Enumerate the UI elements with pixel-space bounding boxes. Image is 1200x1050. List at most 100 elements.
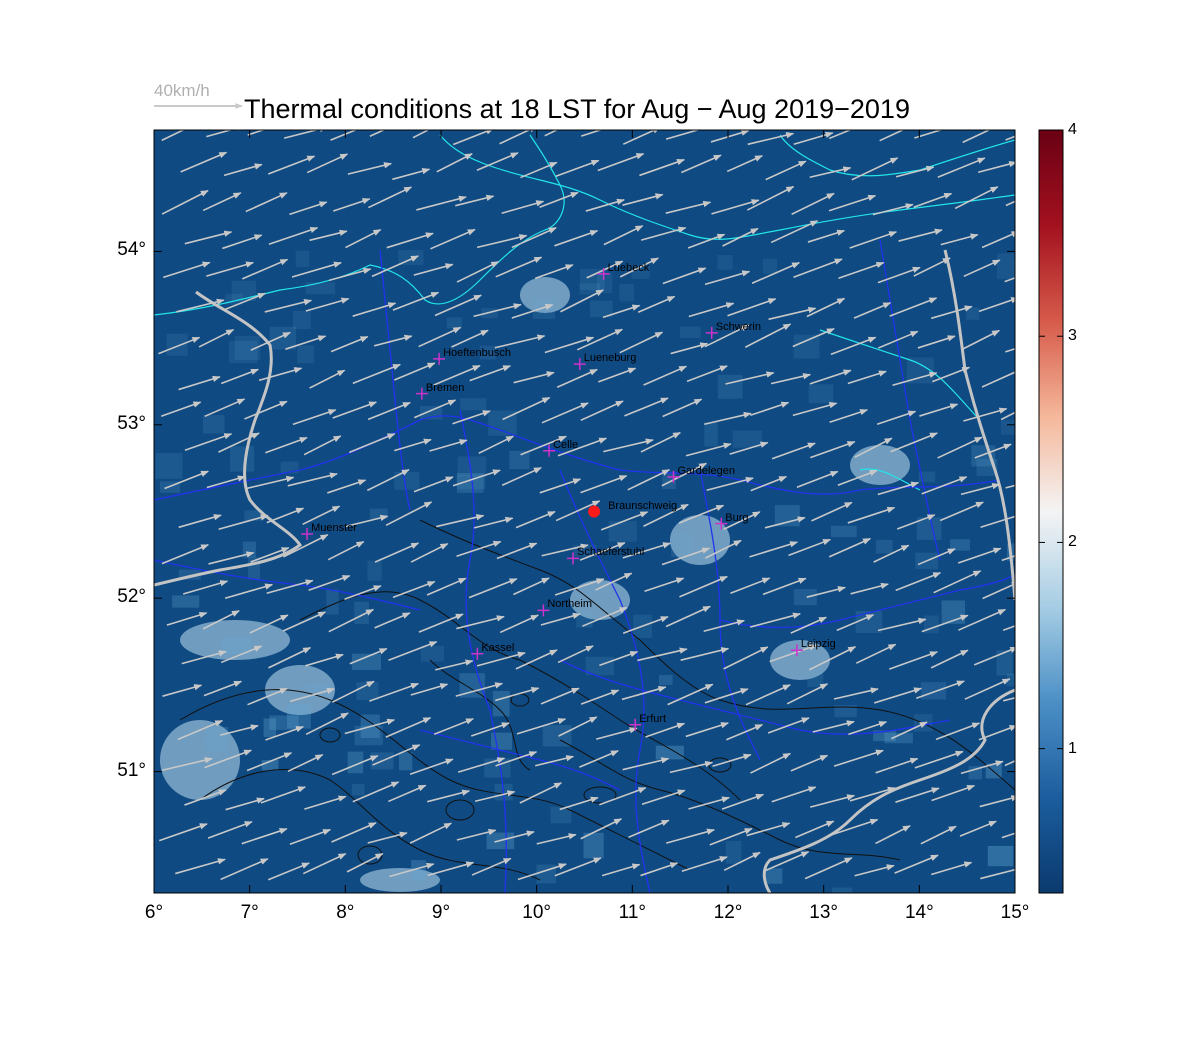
wind-arrow	[435, 659, 474, 671]
wind-arrow	[520, 435, 567, 456]
wind-arrow	[854, 864, 895, 877]
wind-arrow	[410, 683, 449, 696]
thermal-cell	[732, 430, 763, 448]
wind-arrow	[600, 511, 649, 531]
wind-arrow	[877, 481, 920, 496]
wind-arrow	[455, 194, 495, 207]
wind-arrow	[175, 858, 226, 875]
wind-arrow	[790, 616, 827, 634]
map-title: Thermal conditions at 18 LST for Aug − A…	[244, 94, 910, 124]
wind-arrow	[557, 645, 594, 664]
wind-arrow	[496, 542, 538, 560]
wind-arrow	[374, 612, 411, 629]
wind-arrow	[920, 825, 957, 845]
wind-arrow	[875, 825, 911, 845]
thermal-cell	[394, 471, 420, 490]
wind-arrow	[833, 687, 879, 700]
wind-arrow	[554, 578, 605, 596]
wind-arrow	[978, 725, 1015, 741]
wind-arrow	[704, 411, 752, 426]
wind-arrow	[790, 754, 829, 772]
wind-arrow	[309, 229, 348, 242]
wind-arrow	[576, 328, 624, 351]
y-tick-label: 51°	[117, 759, 146, 781]
wind-arrow	[771, 786, 817, 803]
city-label: Schwerin	[715, 320, 761, 333]
wind-arrow	[539, 191, 579, 209]
wind-arrow	[1005, 347, 1015, 353]
city-marker	[415, 387, 428, 400]
wind-arrow	[476, 152, 519, 171]
wind-arrow	[305, 297, 350, 312]
wind-arrow	[830, 818, 879, 836]
colorbar-tick-label: 3	[1068, 327, 1077, 345]
x-tick-label: 6°	[144, 902, 164, 923]
wind-arrow	[163, 261, 211, 279]
thermal-cell	[202, 415, 225, 434]
thermal-patch	[265, 665, 335, 715]
thermal-cell	[155, 453, 183, 479]
wind-arrow	[249, 614, 289, 634]
wind-arrow	[744, 323, 792, 348]
reference-site-marker	[588, 505, 601, 518]
wind-arrow	[621, 685, 667, 701]
thermal-cell	[589, 300, 613, 318]
wind-arrow	[242, 258, 289, 280]
wind-arrow	[516, 718, 567, 735]
map-plot-area	[154, 130, 1015, 893]
wind-arrow	[178, 375, 221, 391]
city-label: Kassel	[481, 641, 515, 654]
thermal-cell	[326, 589, 339, 615]
wind-arrow	[645, 722, 686, 738]
colorbar-tick-label: 2	[1068, 533, 1077, 551]
wind-arrow	[511, 303, 554, 319]
wind-arrow	[622, 542, 671, 559]
wind-arrow	[430, 228, 476, 250]
colorbar-ticks	[1039, 129, 1063, 750]
wind-arrow	[177, 719, 224, 741]
wind-arrow	[585, 198, 625, 212]
wind-arrow	[372, 744, 421, 766]
wind-arrow	[182, 580, 229, 595]
wind-arrow	[847, 506, 896, 524]
thermal-cell	[230, 446, 255, 472]
city-markers	[301, 267, 803, 731]
wind-arrow	[749, 541, 799, 558]
wind-arrow	[451, 329, 489, 348]
wind-arrow	[809, 369, 852, 385]
wind-arrow	[791, 192, 835, 216]
wind-arrow	[289, 687, 335, 703]
wind-arrow	[410, 542, 449, 563]
wind-arrow	[250, 331, 291, 351]
thermal-cell	[830, 525, 857, 538]
wind-arrow	[220, 645, 263, 664]
wind-arrow	[392, 291, 440, 311]
thermal-cell	[918, 471, 936, 483]
wind-arrow	[624, 397, 669, 417]
thermal-cell	[968, 766, 983, 780]
thermal-cell	[244, 510, 264, 521]
wind-arrow	[595, 572, 633, 591]
wind-arrow	[726, 155, 763, 173]
wind-arrow	[1001, 832, 1015, 839]
wind-arrow	[302, 852, 347, 875]
wind-arrow	[828, 537, 872, 558]
thermal-cell	[608, 521, 637, 542]
wind-arrow	[456, 828, 497, 841]
wind-arrow	[265, 436, 308, 454]
wind-arrow	[643, 365, 688, 386]
wind-arrow	[830, 336, 877, 356]
wind-arrow	[305, 653, 344, 667]
wind-arrow	[770, 220, 819, 244]
wind-arrow	[898, 228, 943, 242]
thermal-cell	[533, 298, 556, 319]
thermal-cell	[920, 682, 947, 700]
wind-arrow	[555, 159, 600, 177]
wind-arrow	[937, 157, 986, 178]
wind-arrow	[418, 613, 464, 633]
wind-arrow	[982, 581, 1015, 600]
thermal-cell	[411, 860, 426, 882]
wind-arrow	[762, 577, 807, 596]
wind-arrow	[304, 795, 347, 810]
thermal-cell	[286, 704, 311, 729]
